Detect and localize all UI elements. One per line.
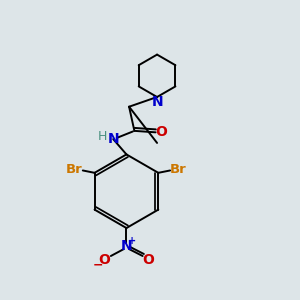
Text: −: − — [93, 258, 103, 271]
Text: H: H — [97, 130, 107, 143]
Text: Br: Br — [170, 164, 187, 176]
Text: O: O — [142, 253, 154, 266]
Text: +: + — [128, 236, 136, 246]
Text: N: N — [151, 95, 163, 109]
Text: N: N — [107, 132, 119, 146]
Text: O: O — [155, 125, 167, 139]
Text: Br: Br — [66, 164, 83, 176]
Text: N: N — [121, 239, 132, 253]
Text: O: O — [98, 253, 110, 266]
